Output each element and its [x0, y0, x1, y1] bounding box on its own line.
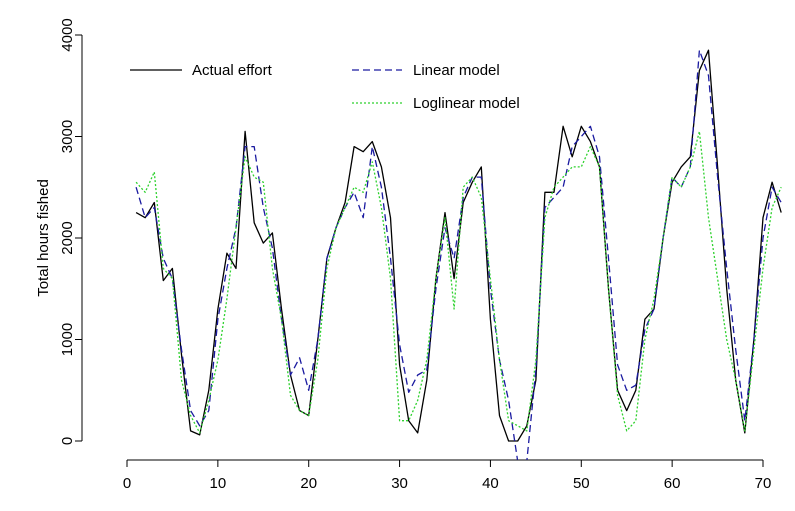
- legend: Actual effort Linear model Loglinear model: [130, 62, 520, 112]
- legend-label-linear-model: Linear model: [413, 62, 500, 79]
- series-line-linear-model: [135, 49, 782, 460]
- x-tick-label: 0: [123, 475, 131, 492]
- legend-label-actual-effort: Actual effort: [192, 62, 273, 79]
- series-line-loglinear-model: [135, 130, 782, 434]
- y-tick-label: 0: [59, 437, 76, 445]
- y-tick-label: 1000: [59, 323, 76, 356]
- x-tick-label: 30: [391, 475, 408, 492]
- x-tick-label: 70: [755, 475, 772, 492]
- series-layer: [135, 49, 782, 460]
- x-tick-label: 20: [300, 475, 317, 492]
- legend-label-loglinear-model: Loglinear model: [413, 95, 520, 112]
- x-tick-label: 50: [573, 475, 590, 492]
- x-tick-label: 60: [664, 475, 681, 492]
- y-axis-ticks: 0 1000 2000 3000 4000: [59, 18, 82, 445]
- x-tick-label: 10: [210, 475, 227, 492]
- x-axis-ticks: 0 10 20 30 40 50 60 70: [123, 460, 772, 492]
- y-tick-label: 4000: [59, 18, 76, 51]
- y-tick-label: 3000: [59, 120, 76, 153]
- x-tick-label: 40: [482, 475, 499, 492]
- y-axis-label-group: Total hours fished: [35, 179, 52, 297]
- y-tick-label: 2000: [59, 221, 76, 254]
- y-axis-label: Total hours fished: [35, 179, 52, 297]
